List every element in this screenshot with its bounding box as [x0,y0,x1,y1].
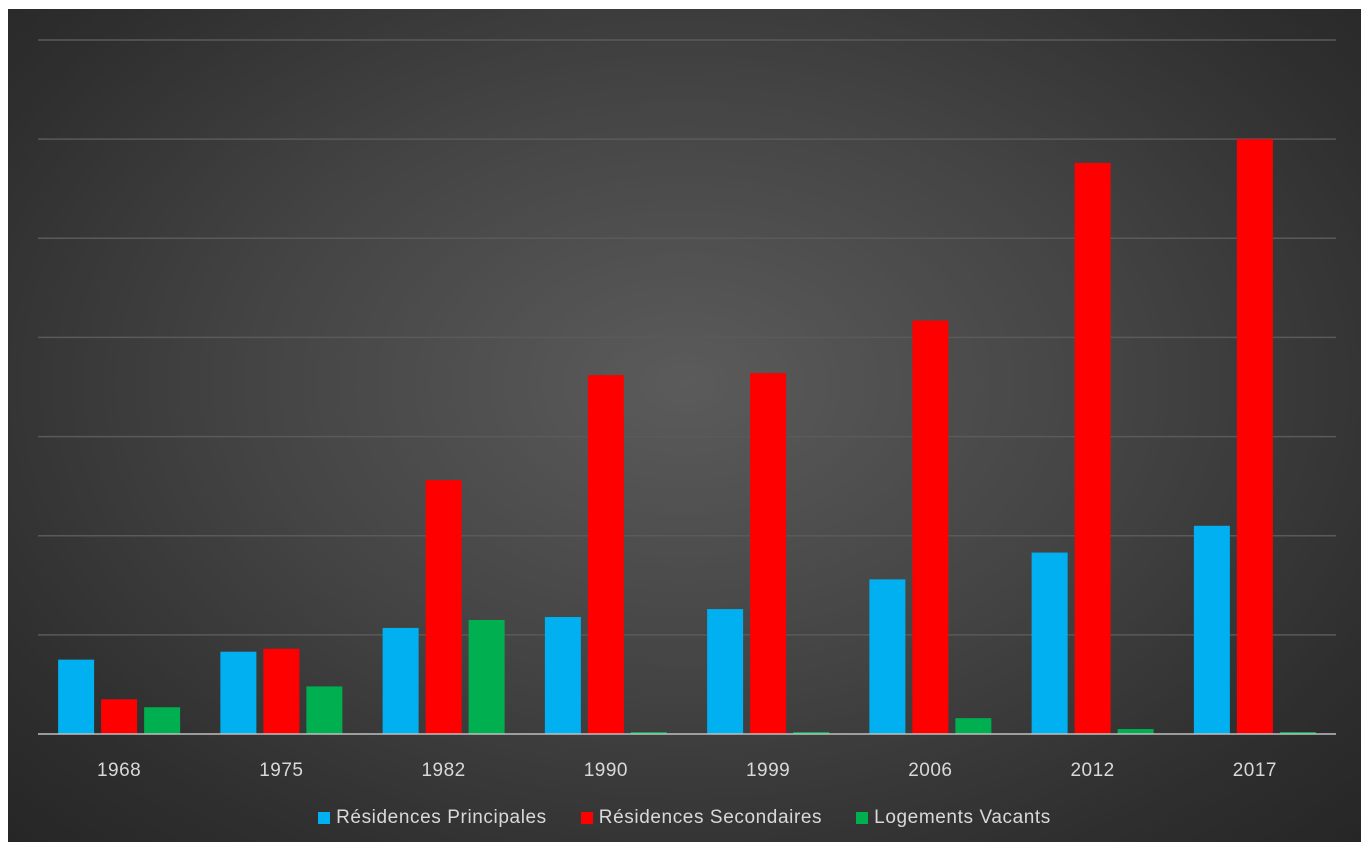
legend-label: Résidences Secondaires [598,807,823,828]
bar-logements-vacants-1982 [468,619,505,734]
legend: Résidences Principales Résidences Seconda… [8,806,1361,830]
bar-r-sidences-secondaires-1975 [263,648,300,734]
chart-frame: 1968 1975 1982 1990 1999 2006 2012 2017 Résiden… [8,9,1361,842]
bar-r-sidences-secondaires-2017 [1236,139,1273,735]
bar-r-sidences-principales-1990 [544,617,581,734]
legend-label: Résidences Principales [336,807,547,828]
bar-r-sidences-secondaires-1982 [425,480,462,734]
bar-r-sidences-principales-2017 [1193,525,1230,734]
bar-logements-vacants-1999 [793,732,830,734]
bar-r-sidences-secondaires-1999 [750,373,787,734]
bar-r-sidences-principales-1999 [707,609,744,734]
bar-logements-vacants-1975 [306,686,343,734]
x-tick-label: 2006 [908,760,952,781]
bar-logements-vacants-2017 [1279,732,1316,734]
bar-logements-vacants-2006 [955,718,992,734]
bar-r-sidences-secondaires-1968 [101,699,138,734]
legend-item: Résidences Secondaires [580,807,823,829]
x-tick-label: 1999 [746,760,790,781]
x-tick-label: 1968 [97,760,141,781]
x-tick-label: 2012 [1070,760,1114,781]
bar-r-sidences-secondaires-2006 [912,320,949,734]
legend-swatch [318,812,331,824]
legend-label: Logements Vacants [874,807,1051,828]
x-tick-label: 2017 [1233,760,1277,781]
legend-swatch [856,812,869,824]
x-tick-label: 1975 [259,760,303,781]
bar-r-sidences-secondaires-1990 [587,375,624,734]
bar-r-sidences-principales-1982 [382,627,419,734]
bar-r-sidences-secondaires-2012 [1074,162,1111,735]
legend-item: Logements Vacants [856,807,1051,829]
bar-r-sidences-principales-2006 [869,579,906,734]
legend-item: Résidences Principales [318,807,547,829]
x-tick-label: 1990 [584,760,628,781]
legend-swatch [580,812,593,824]
bar-logements-vacants-1968 [144,707,181,734]
bar-r-sidences-principales-1968 [58,659,95,734]
bar-r-sidences-principales-1975 [220,651,257,734]
bar-r-sidences-principales-2012 [1031,552,1068,734]
x-tick-label: 1982 [421,760,465,781]
bar-logements-vacants-2012 [1117,729,1154,734]
bar-chart: 1968 1975 1982 1990 1999 2006 2012 2017 [38,39,1336,781]
bar-logements-vacants-1990 [630,732,667,734]
